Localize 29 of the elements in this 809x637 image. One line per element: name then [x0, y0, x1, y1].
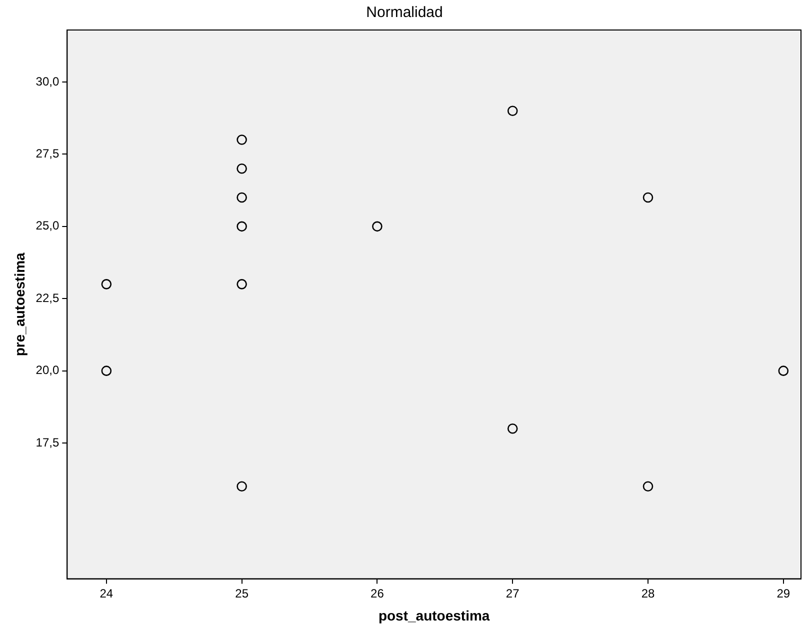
point	[236, 163, 247, 174]
x-tick-label: 25	[235, 586, 249, 600]
x-axis-title: post_autoestima	[378, 607, 490, 624]
x-tick-label: 24	[100, 586, 114, 600]
point	[642, 192, 654, 203]
point	[236, 134, 247, 145]
point	[236, 221, 247, 232]
y-tick-label: 27,5	[36, 146, 60, 161]
point	[778, 366, 789, 376]
y-tick-label: 17,5	[36, 435, 60, 450]
point	[372, 221, 382, 232]
point	[236, 481, 247, 492]
point	[236, 279, 247, 290]
y-tick-label: 30,0	[36, 74, 60, 88]
x-tick-label: 29	[776, 586, 790, 600]
y-axis-title: pre_autoestima	[11, 252, 28, 356]
point	[642, 481, 654, 492]
point	[236, 192, 247, 203]
y-tick-label: 22,5	[36, 290, 60, 305]
point	[101, 366, 112, 376]
y-tick-label: 25,0	[36, 218, 60, 233]
x-tick-label: 28	[641, 586, 655, 600]
point	[507, 106, 518, 116]
point	[507, 423, 518, 434]
x-tick-label: 27	[506, 586, 520, 600]
chart-title: Normalidad	[366, 4, 443, 22]
x-tick-label: 26	[370, 586, 384, 600]
y-tick-label: 20,0	[36, 363, 60, 378]
point	[101, 279, 112, 290]
